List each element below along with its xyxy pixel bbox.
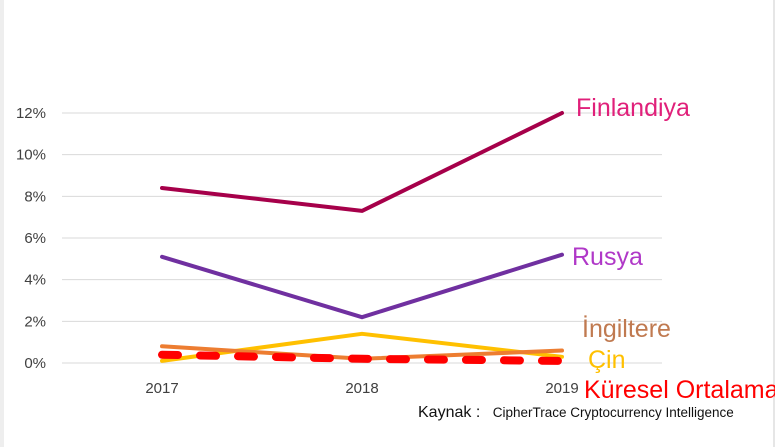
x-tick-label: 2018 [345,380,378,397]
source-prefix: Kaynak : [418,404,481,421]
series-label-rusya: Rusya [572,243,643,271]
x-tick-label: 2019 [545,380,578,397]
y-tick-label: 2% [24,313,46,330]
source-caption: Kaynak : CipherTrace Cryptocurrency Inte… [418,404,734,422]
series-label-i-ngiltere: İngiltere [582,314,671,343]
series-label-k-resel-ortalama: Küresel Ortalama [584,376,775,404]
y-tick-label: 8% [24,188,46,205]
source-text: CipherTrace Cryptocurrency Intelligence [492,405,734,420]
y-tick-label: 0% [24,355,46,372]
series-line-finlandiya [160,111,564,213]
series-line-rusya [160,252,564,320]
series-label--in: Çin [588,346,626,374]
y-tick-label: 4% [24,272,46,289]
series-label-finlandiya: Finlandiya [576,94,690,122]
y-tick-label: 12% [16,105,46,122]
x-tick-label: 2017 [145,380,178,397]
right-edge-border [773,0,775,447]
series-line-k-resel-ortalama [158,350,566,365]
left-edge-border [0,0,4,447]
y-tick-label: 10% [16,147,46,164]
y-tick-label: 6% [24,230,46,247]
